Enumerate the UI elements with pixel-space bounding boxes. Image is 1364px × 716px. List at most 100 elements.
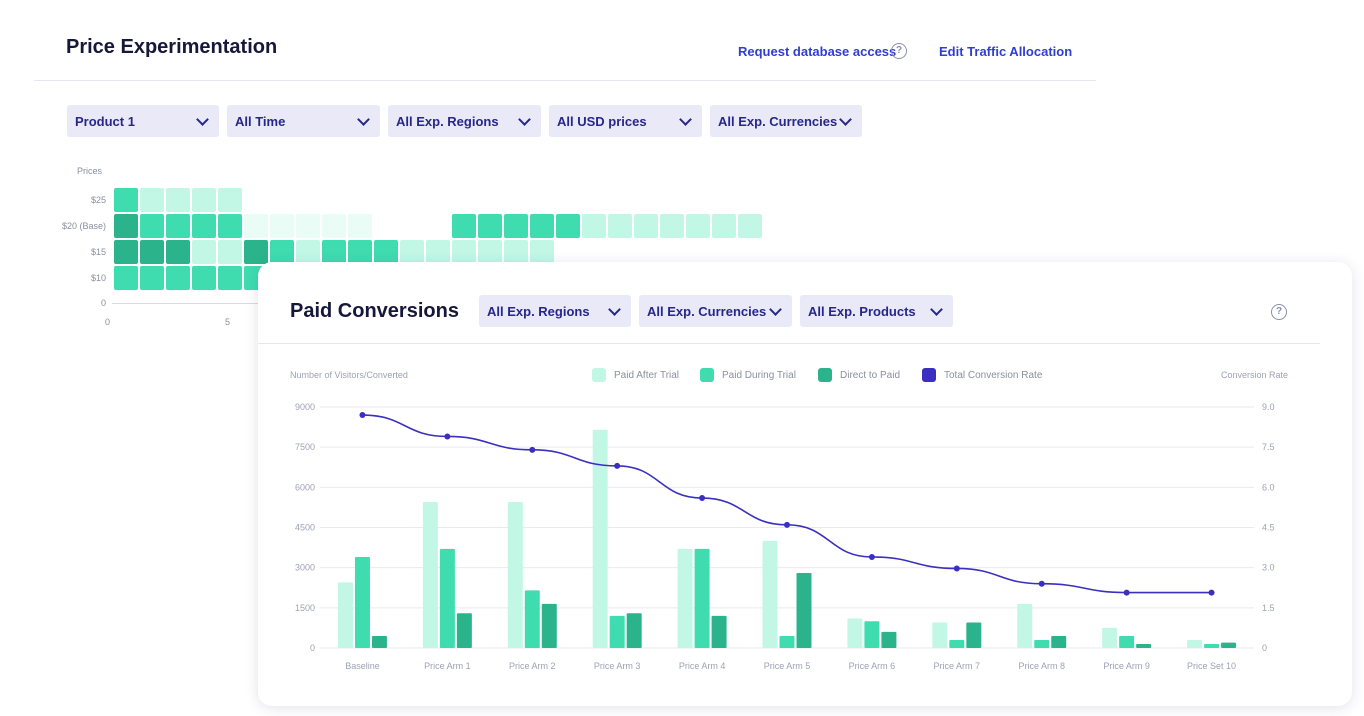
heatmap-cell bbox=[322, 214, 346, 238]
time-filter[interactable]: All Time bbox=[227, 105, 380, 137]
heatmap-y-label: Prices bbox=[77, 166, 103, 176]
card-currencies-filter[interactable]: All Exp. Currencies bbox=[639, 295, 792, 327]
conversion-rate-point bbox=[359, 412, 366, 419]
x-tick-label: Price Arm 7 bbox=[934, 661, 981, 671]
paid-after-trial-bar bbox=[1102, 627, 1118, 648]
conversion-rate-point bbox=[444, 433, 451, 440]
heatmap-cell bbox=[192, 266, 216, 290]
edit-traffic-allocation-link[interactable]: Edit Traffic Allocation bbox=[939, 44, 1073, 59]
direct-to-paid-bar bbox=[966, 622, 982, 648]
direct-to-paid-bar bbox=[626, 613, 642, 648]
y-axis-title: Number of Visitors/Converted bbox=[290, 370, 408, 380]
heatmap-cell bbox=[114, 266, 138, 290]
legend-label: Paid After Trial bbox=[614, 369, 680, 381]
heatmap-cell bbox=[270, 214, 294, 238]
paid-during-trial-bar bbox=[354, 556, 370, 648]
help-icon[interactable]: ? bbox=[891, 43, 907, 59]
heatmap-cell bbox=[296, 240, 320, 264]
legend-item: Total Conversion Rate bbox=[922, 368, 1042, 382]
conversion-rate-point bbox=[699, 495, 706, 502]
direct-to-paid-bar bbox=[796, 573, 812, 648]
usd-prices-filter-value: All USD prices bbox=[557, 113, 647, 129]
heatmap-cell bbox=[634, 214, 658, 238]
heatmap-cell bbox=[738, 214, 762, 238]
heatmap-cell bbox=[140, 214, 164, 238]
heatmap-cell bbox=[218, 188, 242, 212]
y-tick-label: 6000 bbox=[295, 482, 315, 492]
conversion-rate-point bbox=[1208, 589, 1215, 596]
heatmap-cell bbox=[192, 188, 216, 212]
paid-after-trial-bar bbox=[1017, 603, 1033, 648]
y-tick-label: 7500 bbox=[295, 442, 315, 452]
paid-after-trial-bar bbox=[762, 540, 778, 648]
x-tick-label: Price Arm 4 bbox=[679, 661, 726, 671]
paid-during-trial-bar bbox=[864, 621, 880, 648]
y2-tick-label: 3.0 bbox=[1262, 563, 1275, 573]
conversion-rate-point bbox=[529, 446, 536, 453]
card-products-filter-value: All Exp. Products bbox=[808, 303, 916, 319]
heatmap-row-label: $25 bbox=[90, 195, 106, 205]
heatmap-cell bbox=[218, 266, 242, 290]
y-tick-label: 0 bbox=[310, 643, 315, 653]
direct-to-paid-bar bbox=[1051, 635, 1067, 648]
heatmap-cell bbox=[452, 240, 476, 264]
request-database-access-link[interactable]: Request database access bbox=[738, 44, 897, 59]
x-tick-label: Price Arm 2 bbox=[509, 661, 556, 671]
paid-after-trial-bar bbox=[677, 548, 693, 648]
paid-during-trial-bar bbox=[1034, 639, 1050, 648]
legend-item: Paid During Trial bbox=[700, 368, 796, 382]
heatmap-cell bbox=[478, 214, 502, 238]
currencies-filter[interactable]: All Exp. Currencies bbox=[710, 105, 862, 137]
heatmap-cell bbox=[218, 240, 242, 264]
x-tick-label: Baseline bbox=[345, 661, 380, 671]
heatmap-row-label: $10 bbox=[90, 273, 106, 283]
y-tick-label: 3000 bbox=[295, 563, 315, 573]
heatmap-cell bbox=[166, 266, 190, 290]
heatmap-cell bbox=[114, 240, 138, 264]
heatmap-cell bbox=[530, 240, 554, 264]
heatmap-axis bbox=[112, 303, 272, 304]
heatmap-cell bbox=[608, 214, 632, 238]
card-regions-filter[interactable]: All Exp. Regions bbox=[479, 295, 631, 327]
help-icon[interactable]: ? bbox=[1271, 304, 1287, 320]
x-tick-label: Price Arm 8 bbox=[1018, 661, 1065, 671]
y2-tick-label: 0 bbox=[1262, 643, 1267, 653]
card-title: Paid Conversions bbox=[290, 300, 459, 322]
y2-tick-label: 9.0 bbox=[1262, 402, 1275, 412]
legend-swatch bbox=[700, 368, 714, 382]
heatmap-row-label: $20 (Base) bbox=[61, 221, 106, 231]
product-filter[interactable]: Product 1 bbox=[67, 105, 219, 137]
y2-axis-title: Conversion Rate bbox=[1220, 370, 1288, 380]
heatmap-cell bbox=[270, 240, 294, 264]
heatmap-cell bbox=[114, 214, 138, 238]
conversion-rate-point bbox=[1038, 580, 1045, 587]
legend-swatch bbox=[922, 368, 936, 382]
conversion-rate-point bbox=[784, 521, 790, 528]
direct-to-paid-bar bbox=[711, 615, 727, 648]
paid-after-trial-bar bbox=[1187, 639, 1203, 648]
product-filter-value: Product 1 bbox=[75, 113, 135, 129]
paid-conversions-card: Paid Conversions All Exp. Regions All Ex… bbox=[258, 262, 1352, 706]
heatmap-cell bbox=[348, 214, 372, 238]
card-products-filter[interactable]: All Exp. Products bbox=[800, 295, 953, 327]
legend-label: Total Conversion Rate bbox=[944, 369, 1043, 381]
time-filter-value: All Time bbox=[235, 113, 286, 129]
heatmap-cell bbox=[556, 214, 580, 238]
chevron-down-icon bbox=[357, 112, 370, 126]
chevron-down-icon bbox=[196, 112, 209, 126]
chevron-down-icon bbox=[679, 112, 692, 126]
usd-prices-filter[interactable]: All USD prices bbox=[549, 105, 702, 137]
heatmap-x-tick: 0 bbox=[105, 317, 111, 327]
heatmap-cell bbox=[114, 188, 138, 212]
header-divider bbox=[34, 80, 1096, 81]
x-tick-label: Price Arm 9 bbox=[1103, 661, 1150, 671]
legend-swatch bbox=[592, 368, 606, 382]
paid-during-trial-bar bbox=[1204, 643, 1220, 648]
y-tick-label: 9000 bbox=[295, 402, 315, 412]
heatmap-cell bbox=[322, 240, 346, 264]
regions-filter[interactable]: All Exp. Regions bbox=[388, 105, 541, 137]
heatmap-cell bbox=[660, 214, 684, 238]
heatmap-zero-label: 0 bbox=[100, 298, 106, 308]
paid-during-trial-bar bbox=[524, 590, 540, 648]
heatmap-cell bbox=[348, 240, 372, 264]
